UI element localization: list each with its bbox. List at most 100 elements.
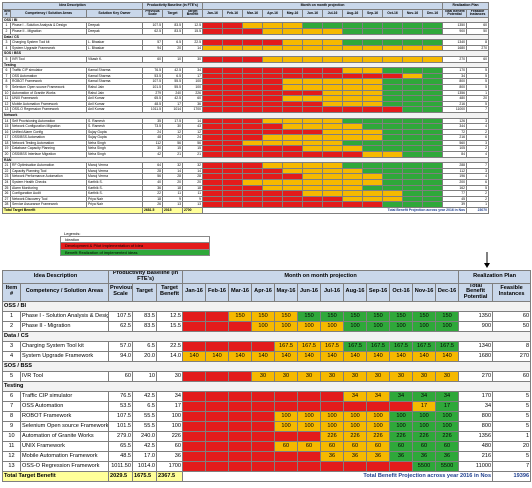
item-row: 9 Selenium Open source Framework Rahul Jai…	[2, 83, 490, 91]
group-header-row: Idea Description Productivity Baseline (i…	[2, 270, 532, 284]
month-cell: 226	[343, 430, 368, 442]
cell: 800	[458, 410, 494, 422]
month-cell: 150	[251, 310, 276, 322]
total-value: 2015	[162, 207, 183, 214]
cell: 60	[466, 22, 490, 29]
section-label: OSS / BI	[1, 300, 532, 312]
cell: 9	[2, 420, 21, 432]
cell: 900	[458, 320, 494, 332]
section-row: Data / CS	[1, 330, 532, 342]
month-cell	[205, 450, 230, 462]
month-cell: 30	[412, 370, 437, 382]
month-cell	[422, 95, 444, 102]
month-cell: 100	[297, 320, 322, 332]
month-cell: 100	[320, 410, 345, 422]
month-header: Oct-16	[382, 9, 404, 18]
month-cell	[251, 410, 276, 422]
cell: 12	[2, 450, 21, 462]
month-cell: 140	[343, 350, 368, 362]
month-cell: 167.5	[366, 340, 391, 352]
month-cell	[228, 390, 253, 402]
cell: 14	[181, 117, 204, 125]
cell: OSS Automation	[20, 400, 109, 412]
month-cell	[297, 400, 322, 412]
item-row: 3 Charging System Tool kit 57.0 6.5 22.5 167.…	[2, 340, 532, 352]
month-cell	[274, 400, 299, 412]
month-header: Nov-16	[402, 9, 424, 18]
month-cell: 36	[389, 450, 414, 462]
month-cell: 100	[297, 410, 322, 422]
cell: 36	[155, 450, 184, 462]
month-cell: 5500	[435, 460, 460, 472]
cell: 4	[2, 350, 21, 362]
cell: 76.5	[108, 390, 133, 402]
cell: 8	[492, 340, 532, 352]
item-row: 2 Phase II - Migration Deepak 62.5 83.5 15.5 9…	[2, 28, 490, 35]
column-header: Target Benefit	[155, 282, 184, 302]
month-header: Jan-16	[182, 282, 207, 302]
month-cell	[389, 460, 414, 472]
cell: 5	[2, 370, 21, 382]
group-header: Idea Description	[2, 2, 143, 10]
item-row: 13 OSS-O Regression Framework Anil Kumar 10…	[2, 106, 490, 113]
month-cell: 100	[297, 420, 322, 432]
column-header: Previous Scale	[142, 9, 163, 18]
month-cell: 167.5	[274, 340, 299, 352]
month-cell: 140	[320, 350, 345, 362]
projection-label: Total Benefit Projection across year 201…	[202, 207, 468, 214]
cell: 5	[466, 100, 490, 108]
month-cell: 140	[366, 350, 391, 362]
month-header: Aug-16	[343, 282, 368, 302]
cell: 6	[2, 390, 21, 402]
item-row: 6 Traffic CIP simulator Kamal Sharma 76.5 42…	[2, 67, 490, 74]
month-cell	[228, 440, 253, 452]
month-cell	[228, 400, 253, 412]
month-cell: 150	[228, 310, 253, 322]
column-header: Competency / Solution Areas	[20, 282, 109, 302]
group-header: Productivity Baseline (in FTE's)	[107, 270, 184, 284]
cell: 48.5	[108, 450, 133, 462]
cell: 226	[181, 89, 204, 97]
month-cell	[228, 460, 253, 472]
month-cell: 140	[251, 350, 276, 362]
month-cell: 30	[320, 370, 345, 382]
cell: 22.5	[155, 340, 184, 352]
month-cell	[251, 420, 276, 432]
cell: Phase II - Migration	[20, 320, 109, 332]
month-cell	[182, 310, 207, 322]
cell: 60	[181, 95, 204, 102]
month-cell	[182, 390, 207, 402]
month-cell: 226	[435, 430, 460, 442]
month-cell	[182, 420, 207, 432]
cell: 3	[2, 340, 21, 352]
month-cell: 140	[274, 350, 299, 362]
month-cell: 150	[435, 310, 460, 322]
month-cell	[182, 400, 207, 412]
month-cell: 150	[343, 310, 368, 322]
month-cell	[274, 390, 299, 402]
section-row: SOS / BSS	[1, 360, 532, 372]
cell: 17.0	[132, 450, 157, 462]
month-cell: 100	[366, 420, 391, 432]
projection-value: 19396	[492, 470, 532, 482]
cell: 57.0	[108, 340, 133, 352]
section-label: Testing	[1, 380, 532, 392]
month-cell: 36	[366, 450, 391, 462]
cell: 60	[155, 440, 184, 452]
item-row: 21 RF Optimisation Automation Manoj Verma 6…	[2, 162, 490, 169]
section-label: Network	[1, 111, 490, 119]
month-cell: 140	[182, 350, 207, 362]
section-label: SOS / BSS	[1, 360, 532, 372]
month-header: May-16	[274, 282, 299, 302]
month-cell: 17	[412, 400, 437, 412]
cell: 1356	[458, 430, 494, 442]
legend-entry: Benefit Realization of implemented ideas	[60, 248, 210, 256]
column-header: Target Benefit	[181, 9, 204, 18]
projection-value: 23070	[466, 207, 490, 214]
cell: 65.5	[108, 440, 133, 452]
item-row: 7 OSS Automation 53.5 6.5 17 17 17 34 5	[2, 400, 532, 412]
cell: 107.5	[108, 410, 133, 422]
month-cell	[422, 106, 444, 113]
month-header: Jul-16	[320, 282, 345, 302]
cell: Mobile Automation Framework	[20, 450, 109, 462]
